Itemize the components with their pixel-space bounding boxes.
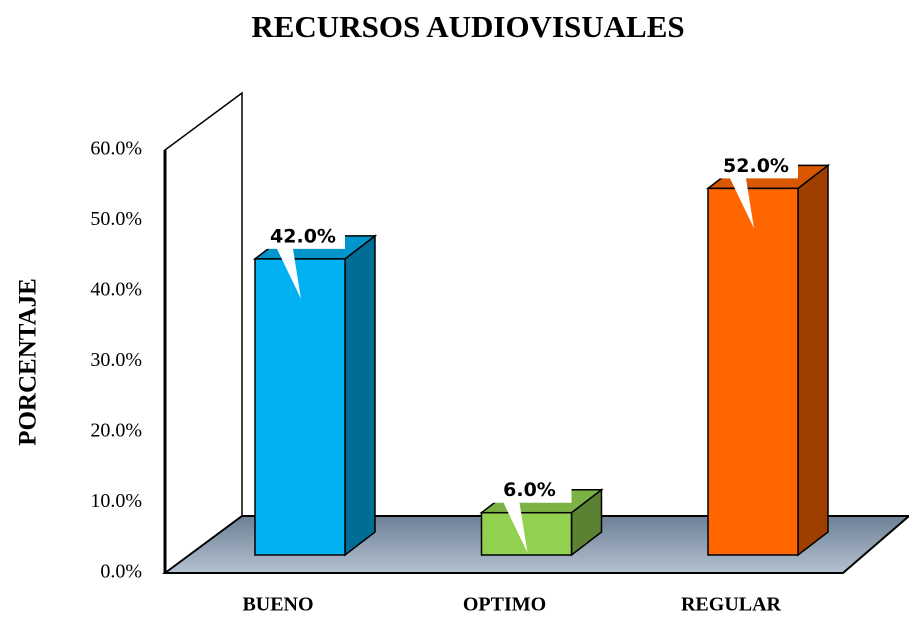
callout [714,152,798,229]
bar-side [797,163,829,557]
y-axis-label: PORCENTAJE [15,278,42,446]
chart-title: RECURSOS AUDIOVISUALES [251,9,684,44]
y-tick-label: 40.0% [90,279,142,301]
y-tick-label: 60.0% [90,138,142,160]
callout [261,222,345,299]
x-tick-label: BUENO [242,594,313,616]
bar [707,187,799,556]
y-tick-label: 20.0% [90,420,142,442]
y-tick-label: 0.0% [100,561,142,583]
y-tick-label: 10.0% [90,490,142,512]
data-label: 42.0% [270,225,336,247]
walls [164,91,243,573]
x-tick-label: REGULAR [681,594,782,616]
callout [487,476,572,553]
data-label: 52.0% [723,155,789,177]
bar-side [344,234,376,557]
bar [254,258,346,556]
x-tick-label: OPTIMO [463,594,546,616]
y-tick-label: 30.0% [90,349,142,371]
y-tick-label: 50.0% [90,208,142,230]
data-label: 6.0% [503,479,556,501]
